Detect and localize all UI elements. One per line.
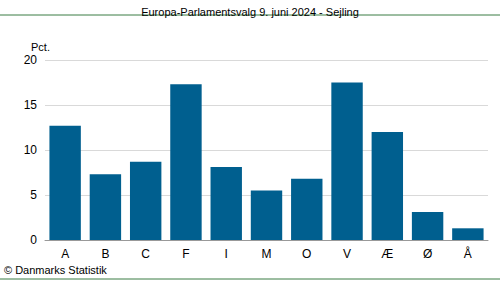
svg-text:C: C [141,247,150,261]
svg-text:20: 20 [24,53,38,67]
svg-text:5: 5 [30,188,37,202]
svg-text:A: A [61,247,69,261]
svg-text:Æ: Æ [381,247,393,261]
svg-text:I: I [225,247,228,261]
svg-text:0: 0 [30,233,37,247]
svg-text:Ø: Ø [423,247,432,261]
svg-text:10: 10 [24,143,38,157]
svg-text:Europa-Parlamentsvalg 9. juni: Europa-Parlamentsvalg 9. juni 2024 - Sej… [141,6,359,18]
svg-text:B: B [101,247,109,261]
svg-text:15: 15 [24,98,38,112]
svg-text:V: V [343,247,351,261]
svg-text:Å: Å [464,246,472,261]
svg-text:Pct.: Pct. [31,41,50,53]
svg-text:O: O [302,247,311,261]
svg-text:© Danmarks Statistik: © Danmarks Statistik [4,264,107,276]
svg-text:F: F [182,247,189,261]
svg-text:M: M [262,247,272,261]
